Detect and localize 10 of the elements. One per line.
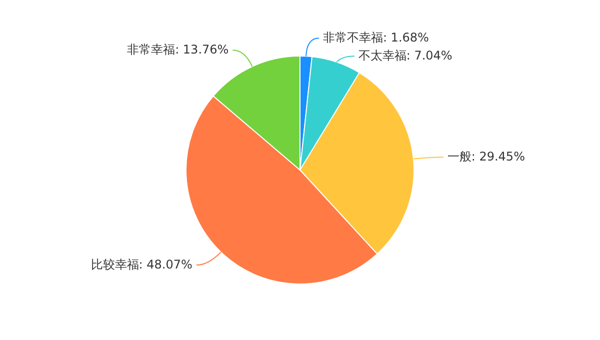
data-label: : 7.04%: [406, 48, 452, 62]
slice-label: 非常不幸福: [322, 30, 383, 44]
slice-label: 非常幸福: [127, 42, 176, 56]
data-label: : 13.76%: [175, 42, 229, 56]
data-label: : 48.07%: [138, 257, 192, 272]
slice-label: 比较幸福: [90, 257, 139, 272]
data-label: : 1.68%: [382, 30, 429, 44]
data-label: : 29.45%: [471, 149, 525, 164]
slice-label: 不太幸福: [358, 48, 406, 62]
slice-label: 一般: [447, 149, 472, 164]
